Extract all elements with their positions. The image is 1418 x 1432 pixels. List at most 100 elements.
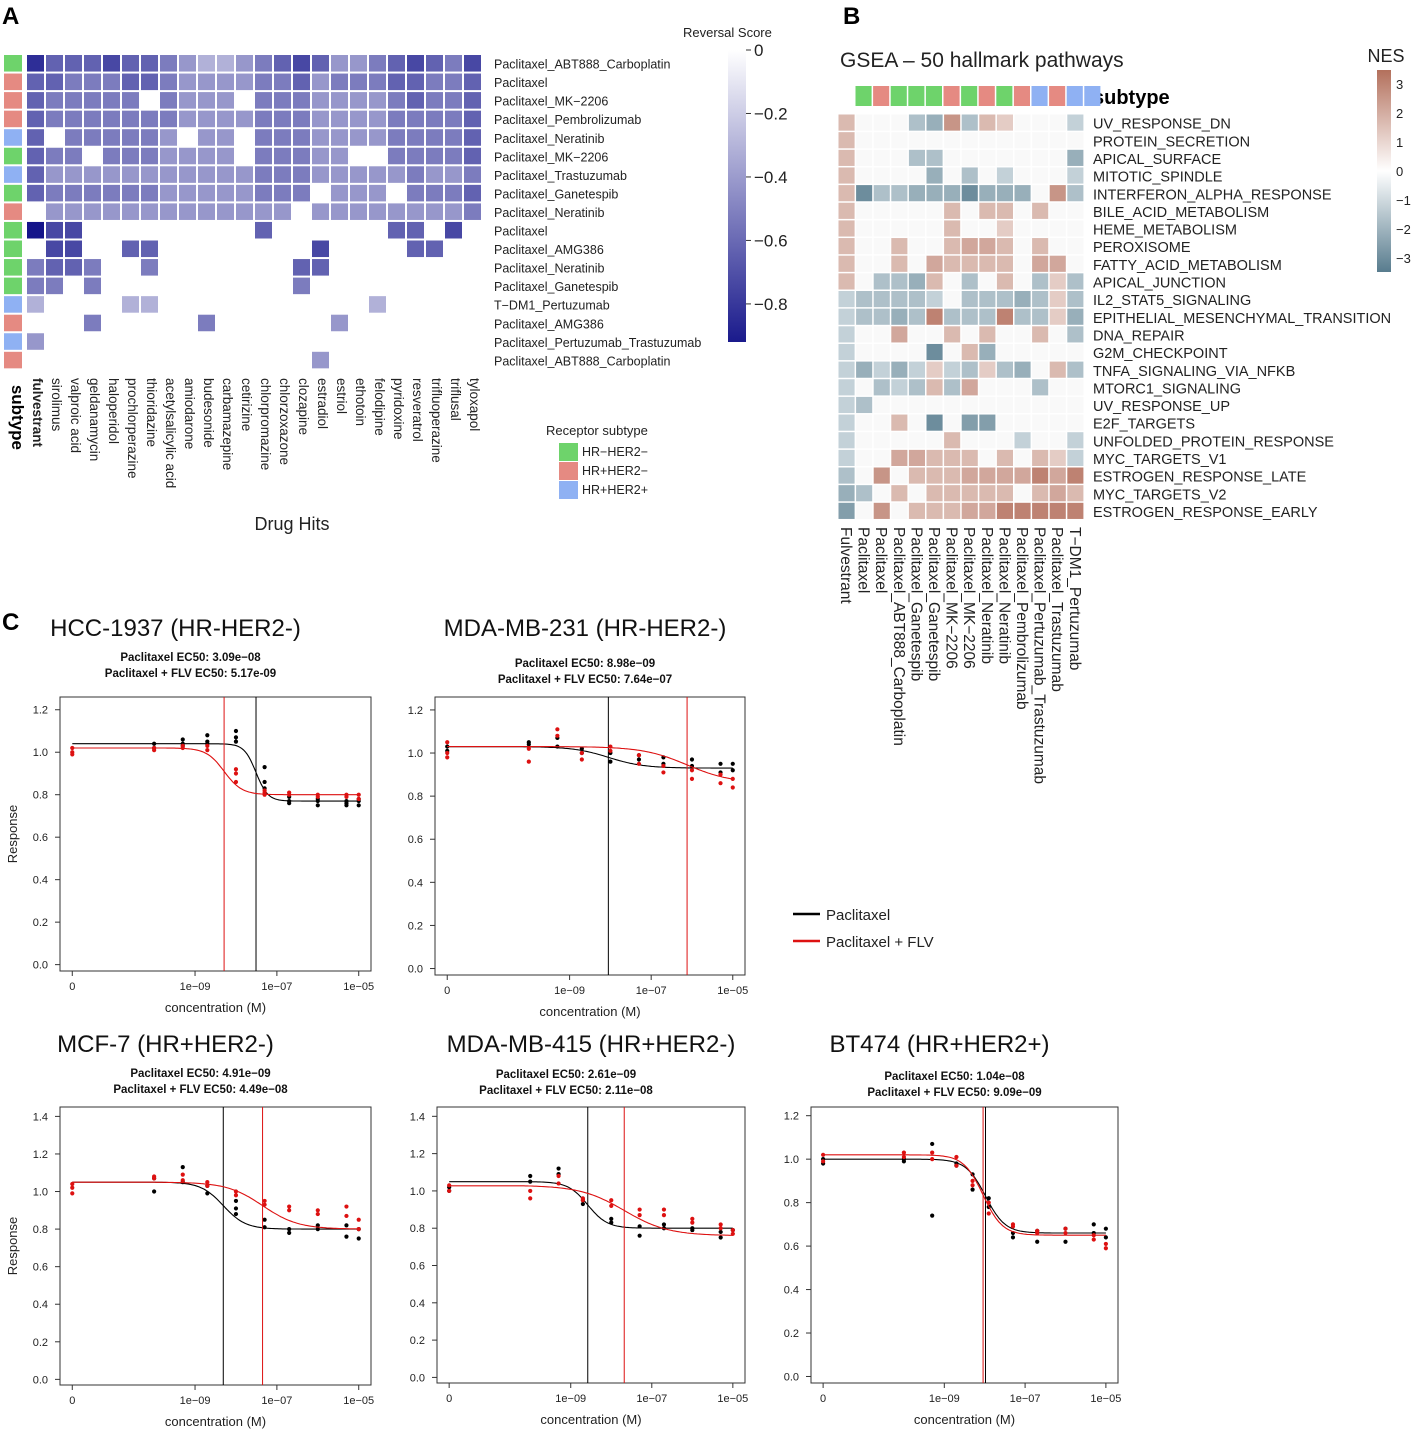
heatmap-cell [856,343,873,361]
receptor-legend-label: HR−HER2− [582,445,648,459]
x-tick-label: 1e−09 [929,1393,960,1405]
row-label: Paclitaxel_Neratinib [494,206,605,220]
heatmap-cell [179,184,196,202]
fit-curve [823,1154,1106,1236]
heatmap-cell [46,55,63,72]
heatmap-cell [891,132,908,149]
heatmap-cell [856,485,873,502]
heatmap-cell [141,129,158,146]
heatmap-cell [122,147,139,165]
data-point [233,739,239,744]
heatmap-cell [926,220,943,237]
y-tick-label: 0.6 [410,1261,425,1273]
colorbar-tick-label: −1 [1396,193,1411,208]
heatmap-cell [179,203,196,220]
fit-curve [72,743,359,802]
heatmap-cell [65,203,82,220]
heatmap-cell [141,259,158,276]
heatmap-cell [891,167,908,184]
heatmap-cell [236,166,253,183]
heatmap-cell [873,361,890,378]
data-point [526,759,531,764]
heatmap-cell [179,55,196,72]
data-point [661,770,666,775]
plot-frame [436,1106,746,1384]
heatmap-cell [84,314,101,332]
heatmap-cell [46,259,63,276]
receptor-legend-swatch [559,462,578,480]
heatmap-cell [856,414,873,431]
heatmap-cell [961,114,978,131]
heatmap-cell [350,203,367,220]
heatmap-cell [65,92,82,109]
heatmap-cell [1049,308,1066,325]
data-point [689,776,695,781]
data-point [1091,1237,1096,1242]
heatmap-cell [426,184,443,202]
heatmap-cell [293,166,310,183]
heatmap-cell [838,149,855,166]
row-label: Paclitaxel_Neratinib [494,262,605,276]
fit-curve [447,746,733,769]
fit-curve [72,1181,359,1230]
heatmap-cell [1067,308,1084,325]
subtype-cell [4,184,22,202]
colorbar-tick-label: −0.8 [754,295,788,314]
heatmap-cell [891,432,908,449]
data-point [556,1166,561,1171]
heatmap-cell [891,467,908,484]
subtype-cell [961,86,978,106]
heatmap-cell [369,184,386,202]
data-point [555,733,560,738]
plot-frame [810,1106,1119,1384]
x-tick-label: 1e−09 [554,985,585,997]
heatmap-cell [198,147,215,165]
data-point [661,1213,667,1218]
heatmap-cell [179,147,196,165]
row-label: UNFOLDED_PROTEIN_RESPONSE [1093,434,1334,450]
x-tick-label: 1e−05 [343,1395,374,1407]
heatmap-cell [464,184,481,202]
row-label: EPITHELIAL_MESENCHYMAL_TRANSITION [1093,311,1391,327]
heatmap-cell [961,220,978,237]
heatmap-cell [908,149,925,166]
subtype-cell [978,86,995,106]
data-point [445,740,450,745]
heatmap-cell [1032,396,1049,414]
heatmap-cell [464,203,481,220]
heatmap-cell [961,343,978,361]
heatmap-cell [944,149,961,166]
data-point [579,750,584,756]
heatmap-cell [160,147,177,165]
heatmap-cell [873,396,890,414]
y-axis-label: Response [5,1217,20,1276]
heatmap-cell [838,291,855,308]
heatmap-cell [445,203,462,220]
y-tick-label: 1.0 [33,747,48,759]
heatmap-cell [1049,291,1066,308]
plot-frame [59,696,372,972]
plot-subtitle: Paclitaxel EC50: 4.91e−09 [130,1068,270,1080]
heatmap-cell [891,308,908,325]
heatmap-cell [84,110,101,128]
heatmap-cell [84,55,101,72]
heatmap-cell [961,432,978,449]
heatmap-cell [856,238,873,255]
heatmap-cell [255,166,272,183]
heatmap-cell [27,296,44,313]
x-tick-label: 1e−09 [180,1395,211,1407]
heatmap-cell [996,379,1013,396]
heatmap-cell [350,129,367,146]
heatmap-cell [350,92,367,109]
heatmap-cell [856,449,873,466]
heatmap-cell [27,221,44,239]
heatmap-cell [891,396,908,414]
heatmap-cell [1049,361,1066,378]
heatmap-cell [996,238,1013,255]
row-label: Paclitaxel_MK−2206 [494,95,608,109]
heatmap-cell [838,255,855,272]
data-point [205,1183,210,1188]
heatmap-cell [838,502,855,519]
heatmap-cell [331,55,348,72]
column-label: haloperidol [106,378,121,444]
